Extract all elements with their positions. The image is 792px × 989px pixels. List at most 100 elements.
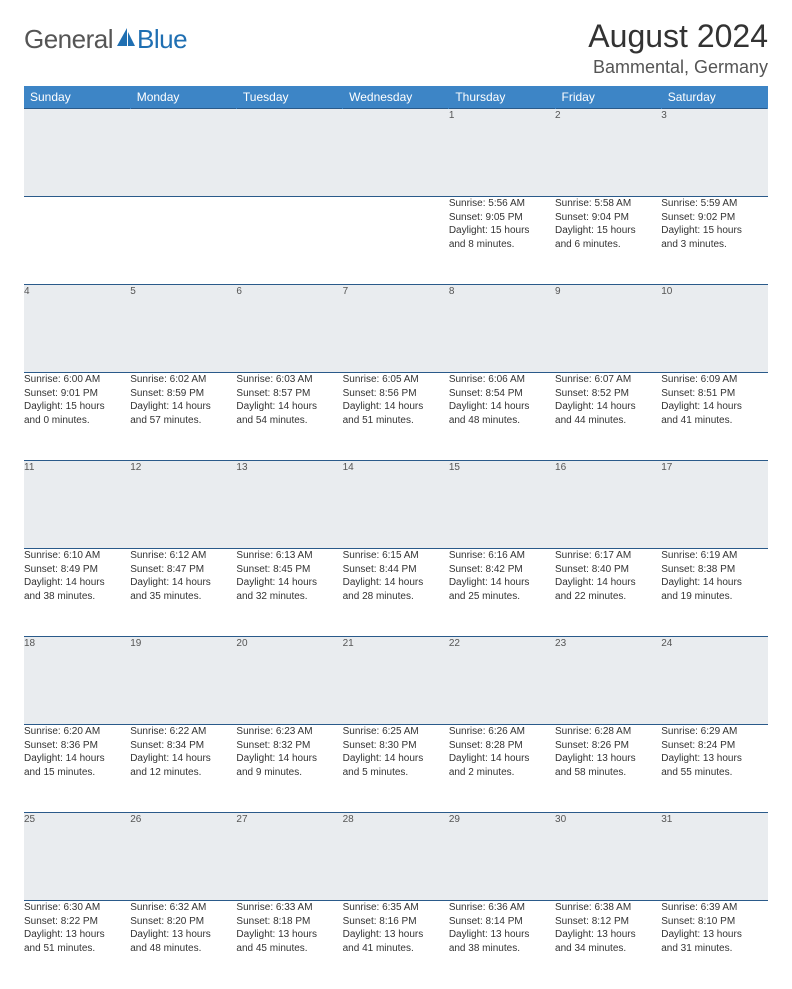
day-number-cell: 20 bbox=[236, 637, 342, 725]
day-content-cell: Sunrise: 6:06 AMSunset: 8:54 PMDaylight:… bbox=[449, 373, 555, 461]
logo: General Blue bbox=[24, 18, 187, 55]
day-number: 12 bbox=[130, 462, 141, 473]
sunrise-text: Sunrise: 6:12 AM bbox=[130, 549, 236, 563]
col-thursday: Thursday bbox=[449, 86, 555, 109]
day-number: 27 bbox=[236, 814, 247, 825]
daylight-line1: Daylight: 14 hours bbox=[236, 400, 342, 414]
sunset-text: Sunset: 8:22 PM bbox=[24, 915, 130, 929]
sunset-text: Sunset: 8:47 PM bbox=[130, 563, 236, 577]
sunset-text: Sunset: 8:34 PM bbox=[130, 739, 236, 753]
day-number-cell: 28 bbox=[343, 813, 449, 901]
daylight-line2: and 48 minutes. bbox=[130, 942, 236, 956]
col-monday: Monday bbox=[130, 86, 236, 109]
daylight-line2: and 45 minutes. bbox=[236, 942, 342, 956]
day-number-cell bbox=[343, 109, 449, 197]
day-content-cell: Sunrise: 6:29 AMSunset: 8:24 PMDaylight:… bbox=[661, 725, 767, 813]
daylight-line1: Daylight: 15 hours bbox=[449, 224, 555, 238]
day-number: 2 bbox=[555, 110, 561, 121]
day-content-cell: Sunrise: 6:32 AMSunset: 8:20 PMDaylight:… bbox=[130, 901, 236, 989]
sunset-text: Sunset: 8:24 PM bbox=[661, 739, 767, 753]
daylight-line2: and 38 minutes. bbox=[449, 942, 555, 956]
col-wednesday: Wednesday bbox=[343, 86, 449, 109]
sunrise-text: Sunrise: 6:30 AM bbox=[24, 901, 130, 915]
day-content-row: Sunrise: 6:10 AMSunset: 8:49 PMDaylight:… bbox=[24, 549, 768, 637]
day-number-cell: 4 bbox=[24, 285, 130, 373]
sunset-text: Sunset: 8:49 PM bbox=[24, 563, 130, 577]
sunrise-text: Sunrise: 6:07 AM bbox=[555, 373, 661, 387]
sunrise-text: Sunrise: 6:39 AM bbox=[661, 901, 767, 915]
day-number-cell: 16 bbox=[555, 461, 661, 549]
day-number-cell: 12 bbox=[130, 461, 236, 549]
day-content-cell: Sunrise: 6:28 AMSunset: 8:26 PMDaylight:… bbox=[555, 725, 661, 813]
day-content-cell: Sunrise: 6:38 AMSunset: 8:12 PMDaylight:… bbox=[555, 901, 661, 989]
sunrise-text: Sunrise: 6:05 AM bbox=[343, 373, 449, 387]
daylight-line1: Daylight: 13 hours bbox=[555, 928, 661, 942]
day-content-cell: Sunrise: 5:59 AMSunset: 9:02 PMDaylight:… bbox=[661, 197, 767, 285]
day-number-cell: 1 bbox=[449, 109, 555, 197]
sunset-text: Sunset: 8:32 PM bbox=[236, 739, 342, 753]
day-number: 17 bbox=[661, 462, 672, 473]
day-number-cell: 29 bbox=[449, 813, 555, 901]
day-content-row: Sunrise: 6:20 AMSunset: 8:36 PMDaylight:… bbox=[24, 725, 768, 813]
day-number-cell: 8 bbox=[449, 285, 555, 373]
day-number-cell: 7 bbox=[343, 285, 449, 373]
daylight-line1: Daylight: 14 hours bbox=[661, 576, 767, 590]
daylight-line1: Daylight: 14 hours bbox=[555, 576, 661, 590]
daylight-line1: Daylight: 14 hours bbox=[449, 752, 555, 766]
day-content-cell: Sunrise: 6:36 AMSunset: 8:14 PMDaylight:… bbox=[449, 901, 555, 989]
daylight-line2: and 3 minutes. bbox=[661, 238, 767, 252]
day-number-row: 11121314151617 bbox=[24, 461, 768, 549]
daylight-line2: and 35 minutes. bbox=[130, 590, 236, 604]
daylight-line2: and 6 minutes. bbox=[555, 238, 661, 252]
day-number: 13 bbox=[236, 462, 247, 473]
day-content-cell: Sunrise: 6:39 AMSunset: 8:10 PMDaylight:… bbox=[661, 901, 767, 989]
day-number-cell: 25 bbox=[24, 813, 130, 901]
day-content-cell: Sunrise: 6:12 AMSunset: 8:47 PMDaylight:… bbox=[130, 549, 236, 637]
sunset-text: Sunset: 8:28 PM bbox=[449, 739, 555, 753]
sunset-text: Sunset: 8:42 PM bbox=[449, 563, 555, 577]
sunset-text: Sunset: 8:40 PM bbox=[555, 563, 661, 577]
sunrise-text: Sunrise: 6:03 AM bbox=[236, 373, 342, 387]
sunset-text: Sunset: 9:01 PM bbox=[24, 387, 130, 401]
calendar-table: Sunday Monday Tuesday Wednesday Thursday… bbox=[24, 86, 768, 989]
day-content-cell: Sunrise: 6:07 AMSunset: 8:52 PMDaylight:… bbox=[555, 373, 661, 461]
daylight-line1: Daylight: 14 hours bbox=[343, 576, 449, 590]
sunrise-text: Sunrise: 5:59 AM bbox=[661, 197, 767, 211]
sunrise-text: Sunrise: 6:29 AM bbox=[661, 725, 767, 739]
day-number-cell: 30 bbox=[555, 813, 661, 901]
day-content-cell: Sunrise: 5:58 AMSunset: 9:04 PMDaylight:… bbox=[555, 197, 661, 285]
sunset-text: Sunset: 8:45 PM bbox=[236, 563, 342, 577]
day-number-row: 45678910 bbox=[24, 285, 768, 373]
day-number: 21 bbox=[343, 638, 354, 649]
sunrise-text: Sunrise: 6:38 AM bbox=[555, 901, 661, 915]
sunset-text: Sunset: 8:59 PM bbox=[130, 387, 236, 401]
day-number-cell: 6 bbox=[236, 285, 342, 373]
day-number: 22 bbox=[449, 638, 460, 649]
day-content-cell: Sunrise: 6:33 AMSunset: 8:18 PMDaylight:… bbox=[236, 901, 342, 989]
day-content-cell: Sunrise: 6:16 AMSunset: 8:42 PMDaylight:… bbox=[449, 549, 555, 637]
sail-icon bbox=[115, 26, 137, 53]
sunrise-text: Sunrise: 6:09 AM bbox=[661, 373, 767, 387]
day-number: 3 bbox=[661, 110, 667, 121]
daylight-line1: Daylight: 14 hours bbox=[130, 576, 236, 590]
daylight-line2: and 41 minutes. bbox=[343, 942, 449, 956]
sunrise-text: Sunrise: 6:20 AM bbox=[24, 725, 130, 739]
day-number-cell: 10 bbox=[661, 285, 767, 373]
day-content-cell: Sunrise: 6:22 AMSunset: 8:34 PMDaylight:… bbox=[130, 725, 236, 813]
day-number-row: 25262728293031 bbox=[24, 813, 768, 901]
day-number: 29 bbox=[449, 814, 460, 825]
daylight-line2: and 12 minutes. bbox=[130, 766, 236, 780]
day-content-cell: Sunrise: 6:20 AMSunset: 8:36 PMDaylight:… bbox=[24, 725, 130, 813]
day-content-cell: Sunrise: 6:17 AMSunset: 8:40 PMDaylight:… bbox=[555, 549, 661, 637]
day-number: 10 bbox=[661, 286, 672, 297]
day-number: 25 bbox=[24, 814, 35, 825]
daylight-line2: and 38 minutes. bbox=[24, 590, 130, 604]
day-number: 8 bbox=[449, 286, 455, 297]
day-number-cell bbox=[24, 109, 130, 197]
daylight-line2: and 22 minutes. bbox=[555, 590, 661, 604]
daylight-line1: Daylight: 15 hours bbox=[555, 224, 661, 238]
day-content-cell: Sunrise: 6:26 AMSunset: 8:28 PMDaylight:… bbox=[449, 725, 555, 813]
sunrise-text: Sunrise: 5:56 AM bbox=[449, 197, 555, 211]
title-block: August 2024 Bammental, Germany bbox=[588, 18, 768, 78]
sunset-text: Sunset: 8:20 PM bbox=[130, 915, 236, 929]
